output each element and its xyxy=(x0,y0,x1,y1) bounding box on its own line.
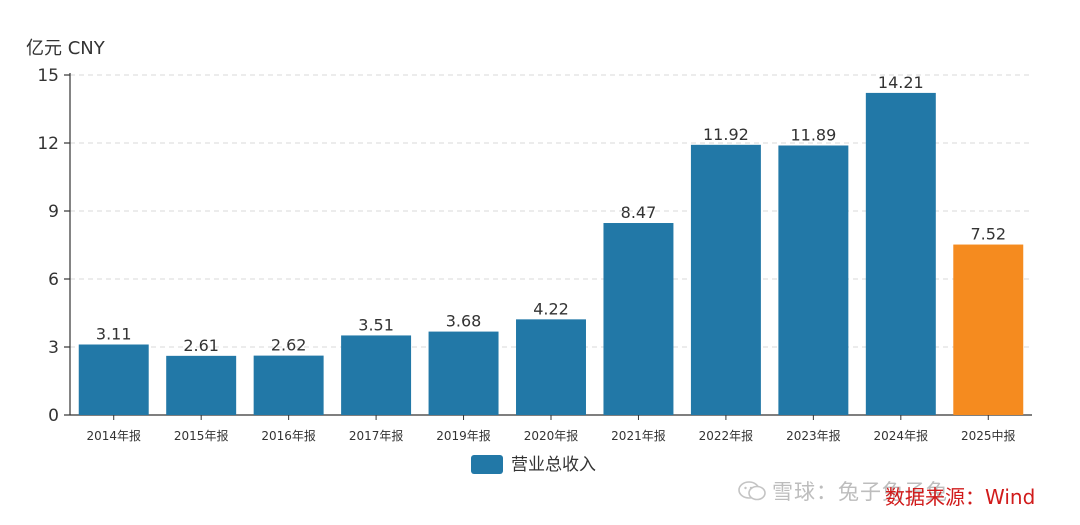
y-tick-label: 0 xyxy=(48,406,59,426)
bar-value-label: 2.62 xyxy=(271,336,307,355)
bar-value-label: 4.22 xyxy=(533,299,569,318)
y-tick-label: 15 xyxy=(37,66,59,86)
bar-2017年报 xyxy=(341,335,412,415)
x-tick-label: 2015年报 xyxy=(174,428,229,443)
x-tick-label: 2016年报 xyxy=(261,428,316,443)
x-tick-labels: 2014年报 2015年报 2016年报 2017年报 2019年报 2020年报 2021… xyxy=(86,415,1016,443)
data-source-note: 数据来源：Wind xyxy=(885,485,1036,509)
legend-swatch xyxy=(471,455,503,474)
x-tick-label: 2021年报 xyxy=(611,428,666,443)
bar-value-label: 14.21 xyxy=(878,73,924,92)
wechat-icon xyxy=(738,481,766,501)
bar-2024年报 xyxy=(865,92,936,415)
legend-label: 营业总收入 xyxy=(511,455,596,475)
y-axis-unit-label: 亿元 CNY xyxy=(26,38,106,59)
bar-value-label: 2.61 xyxy=(183,336,219,355)
bar-2020年报 xyxy=(516,319,586,415)
bar-2016年报 xyxy=(253,355,324,415)
x-tick-label: 2025中报 xyxy=(961,428,1016,443)
bar-2019年报 xyxy=(428,331,499,415)
x-tick-label: 2020年报 xyxy=(524,428,579,443)
y-tick-label: 6 xyxy=(48,270,59,290)
bars xyxy=(78,92,1024,415)
bar-2023年报 xyxy=(778,145,849,415)
watermark-text: 雪球：兔子兔子兔 xyxy=(772,480,948,504)
bar-2015年报 xyxy=(166,355,237,415)
bar-value-label: 3.11 xyxy=(96,325,132,344)
bar-2021年报 xyxy=(603,223,674,415)
bar-value-label: 3.51 xyxy=(358,315,394,334)
x-tick-label: 2017年报 xyxy=(349,428,404,443)
value-labels: 3.11 2.61 2.62 3.51 3.68 4.22 8.47 11.92 11.89 14… xyxy=(96,73,1006,355)
bar-value-label: 11.89 xyxy=(790,125,836,144)
bar-value-label: 7.52 xyxy=(970,225,1006,244)
x-tick-label: 2024年报 xyxy=(874,428,929,443)
bar-value-label: 11.92 xyxy=(703,125,749,144)
x-tick-label: 2014年报 xyxy=(86,428,141,443)
y-tick-label: 3 xyxy=(48,338,59,358)
bar-2014年报 xyxy=(78,344,149,415)
bar-value-label: 3.68 xyxy=(446,312,482,331)
bar-2025中报 xyxy=(953,244,1024,415)
y-tick-label: 12 xyxy=(37,134,59,154)
watermark: 雪球：兔子兔子兔 xyxy=(738,476,948,506)
bar-2022年报 xyxy=(690,144,761,415)
x-tick-label: 2023年报 xyxy=(786,428,841,443)
x-tick-label: 2019年报 xyxy=(436,428,491,443)
x-tick-label: 2022年报 xyxy=(699,428,754,443)
bar-value-label: 8.47 xyxy=(621,203,657,222)
y-tick-label: 9 xyxy=(48,202,59,222)
legend: 营业总收入 xyxy=(471,455,596,475)
